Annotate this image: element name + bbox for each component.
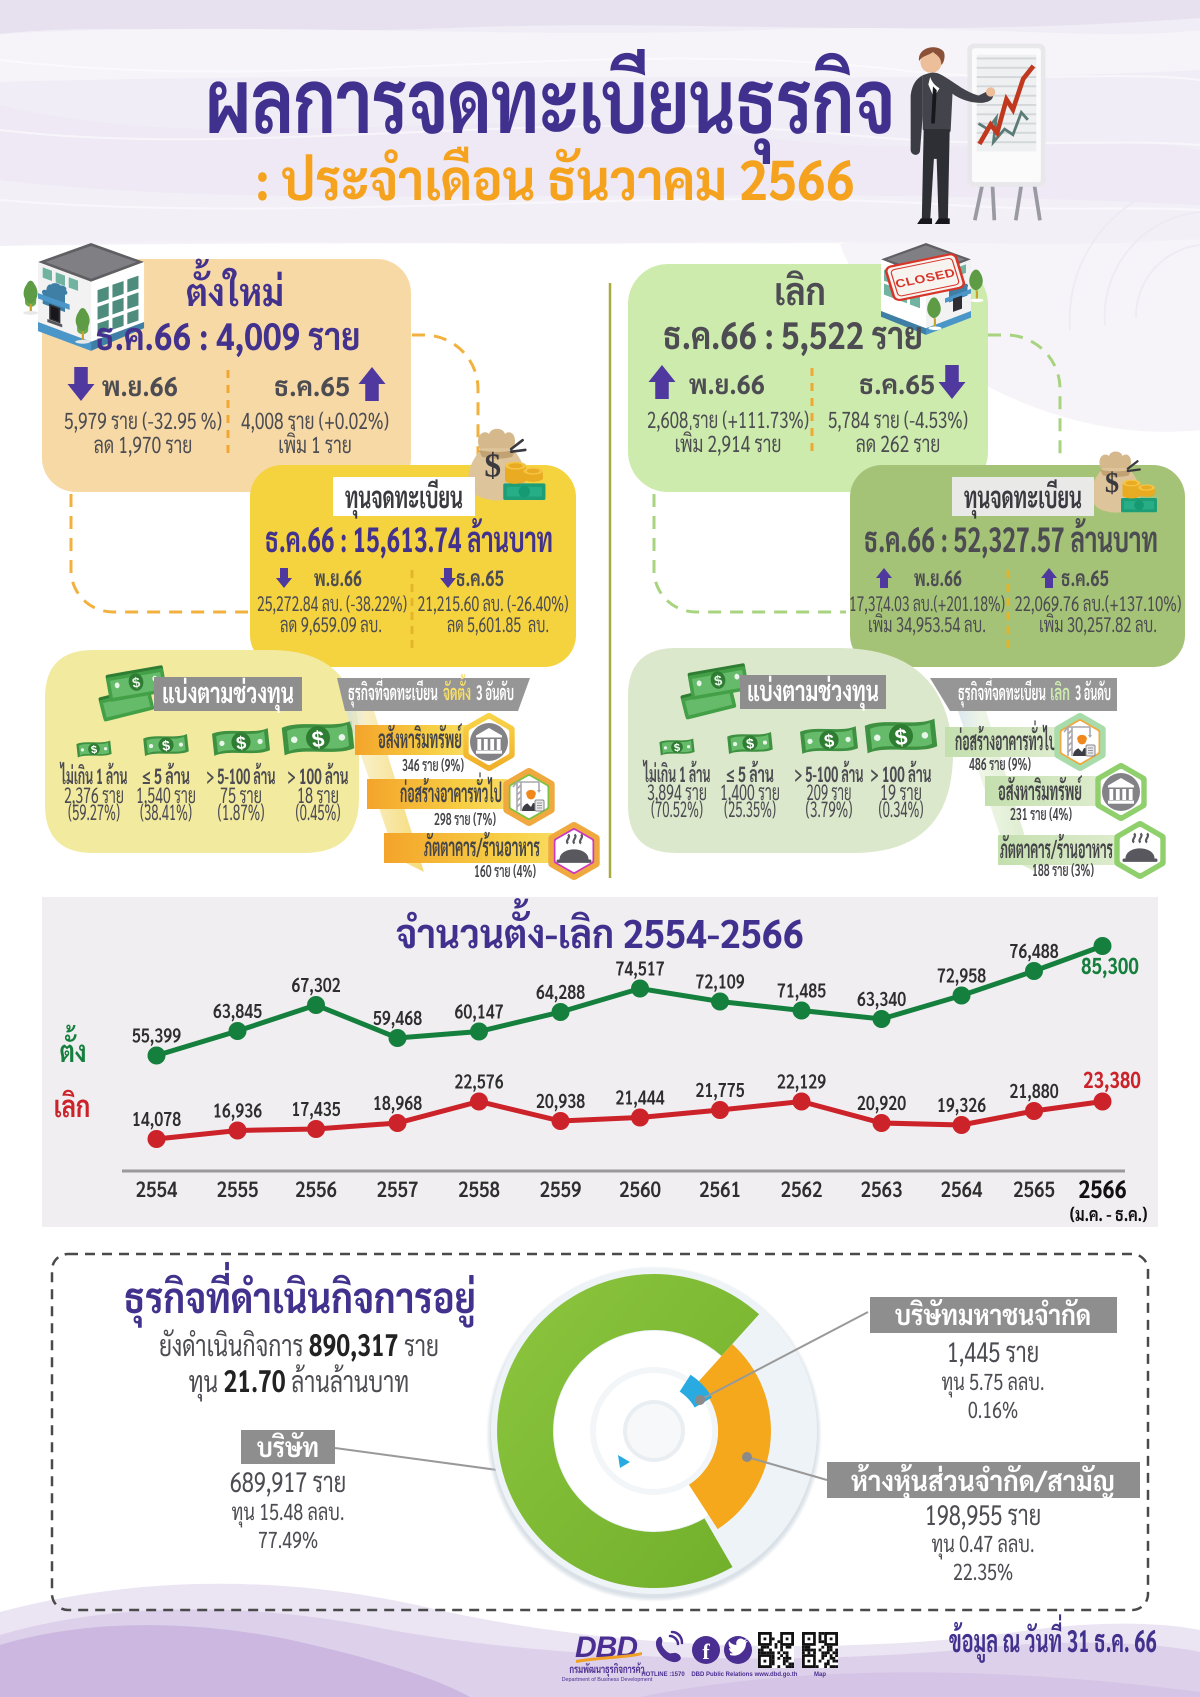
svg-text:HOTLINE :1570: HOTLINE :1570: [641, 1672, 685, 1678]
svg-text:www.dbd.go.th: www.dbd.go.th: [754, 1672, 798, 1678]
svg-text:f: f: [702, 1639, 710, 1664]
svg-text:$: $: [823, 731, 835, 752]
svg-text:$: $: [131, 674, 142, 691]
svg-text:$: $: [713, 672, 724, 689]
svg-text:DBD Public Relations: DBD Public Relations: [691, 1672, 753, 1678]
svg-text:$: $: [673, 742, 680, 755]
svg-text:Department of Business Develop: Department of Business Development: [562, 1677, 653, 1683]
svg-text:$: $: [90, 744, 97, 757]
svg-text:$: $: [484, 447, 501, 484]
svg-text:$: $: [1105, 468, 1119, 499]
svg-text:$: $: [311, 726, 327, 752]
svg-text:$: $: [161, 738, 171, 755]
svg-text:$: $: [894, 724, 910, 750]
svg-text:$: $: [745, 736, 755, 753]
svg-text:$: $: [235, 733, 247, 754]
svg-text:Map: Map: [814, 1672, 826, 1678]
